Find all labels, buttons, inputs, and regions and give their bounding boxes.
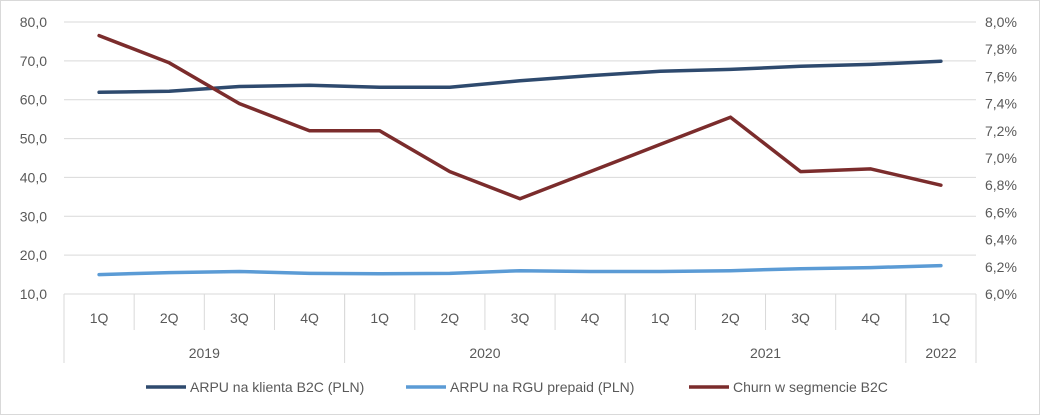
year-group-label: 2022 [925, 345, 956, 361]
left-axis-tick-label: 10,0 [20, 286, 47, 302]
right-axis-tick-label: 6,0% [985, 286, 1017, 302]
right-axis-tick-label: 6,4% [985, 232, 1017, 248]
x-axis-tick-label: 1Q [932, 310, 951, 326]
legend-item: ARPU na RGU prepaid (PLN) [406, 379, 634, 395]
legend-item: ARPU na klienta B2C (PLN) [146, 379, 364, 395]
right-axis-tick-label: 7,4% [985, 96, 1017, 112]
gridlines [64, 21, 976, 295]
right-axis-tick-label: 7,0% [985, 150, 1017, 166]
series-line [97, 33, 943, 201]
x-axis-tick-label: 1Q [370, 310, 389, 326]
right-axis-tick-label: 6,8% [985, 177, 1017, 193]
right-axis-tick-label: 8,0% [985, 14, 1017, 30]
right-axis-tick-label: 6,6% [985, 204, 1017, 220]
left-axis-tick-label: 60,0 [20, 92, 47, 108]
year-group-label: 2020 [469, 345, 500, 361]
legend-label: ARPU na klienta B2C (PLN) [190, 379, 364, 395]
left-axis-tick-label: 50,0 [20, 131, 47, 147]
x-axis-tick-label: 2Q [160, 310, 179, 326]
left-axis-tick-label: 40,0 [20, 169, 47, 185]
left-axis-tick-label: 70,0 [20, 53, 47, 69]
legend: ARPU na klienta B2C (PLN) ARPU na RGU pre… [146, 379, 888, 395]
x-axis-tick-label: 3Q [511, 310, 530, 326]
left-axis-tick-label: 30,0 [20, 208, 47, 224]
x-axis-tick-label: 4Q [581, 310, 600, 326]
series-lines [97, 33, 943, 277]
x-axis-tick-label: 4Q [861, 310, 880, 326]
series-line [97, 59, 943, 95]
left-axis-tick-label: 20,0 [20, 247, 47, 263]
x-axis-tick-label: 1Q [651, 310, 670, 326]
right-axis-tick-label: 7,8% [985, 41, 1017, 57]
year-group-label: 2019 [189, 345, 220, 361]
x-axis-tick-label: 2Q [441, 310, 460, 326]
x-axis-tick-label: 3Q [791, 310, 810, 326]
legend-label: ARPU na RGU prepaid (PLN) [450, 379, 634, 395]
x-axis-tick-label: 3Q [230, 310, 249, 326]
right-axis-tick-label: 6,2% [985, 259, 1017, 275]
axes: 10,0 20,0 30,0 40,0 50,0 60,0 70,0 80,0 6,0% 6,2%… [20, 14, 1017, 363]
legend-item: Churn w segmencie B2C [689, 379, 888, 395]
legend-label: Churn w segmencie B2C [733, 379, 888, 395]
left-axis-tick-label: 80,0 [20, 14, 47, 30]
right-axis-tick-label: 7,2% [985, 123, 1017, 139]
x-axis-tick-label: 1Q [90, 310, 109, 326]
x-axis-tick-label: 4Q [300, 310, 319, 326]
right-axis-tick-label: 7,6% [985, 68, 1017, 84]
series-line [97, 263, 943, 277]
x-axis-tick-label: 2Q [721, 310, 740, 326]
year-group-label: 2021 [750, 345, 781, 361]
